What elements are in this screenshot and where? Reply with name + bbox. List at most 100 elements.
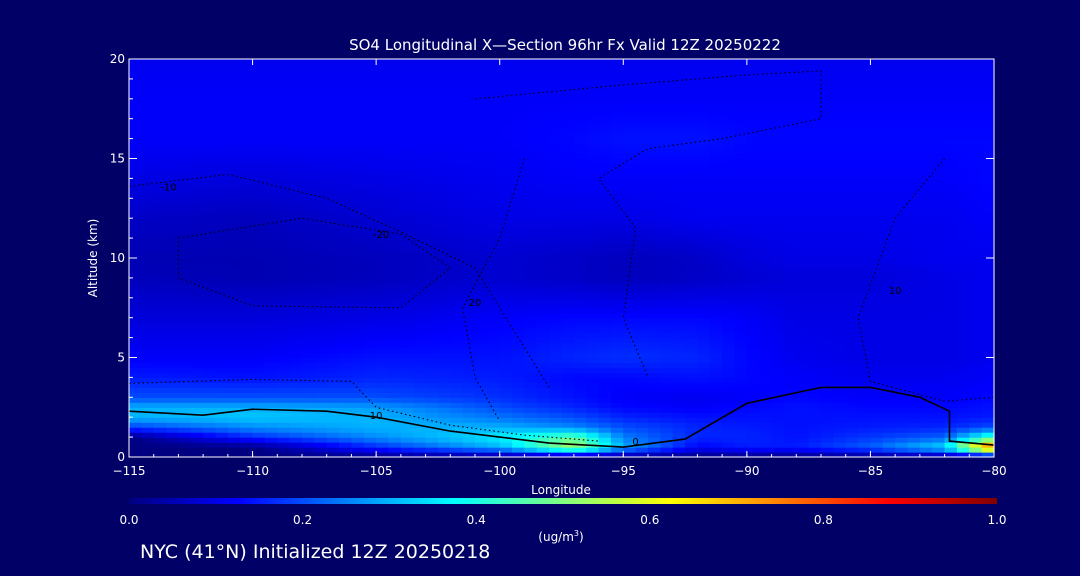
heatmap-cell xyxy=(512,287,526,294)
heatmap-cell xyxy=(919,118,933,125)
heatmap-cell xyxy=(400,337,414,344)
heatmap-cell xyxy=(709,352,723,359)
heatmap-cell xyxy=(153,327,167,334)
heatmap-cell xyxy=(413,98,427,105)
heatmap-cell xyxy=(289,392,303,398)
heatmap-cell xyxy=(598,282,612,289)
heatmap-cell xyxy=(907,163,921,170)
heatmap-cell xyxy=(573,362,587,369)
heatmap-cell xyxy=(623,218,637,224)
heatmap-cell xyxy=(648,118,661,125)
heatmap-cell xyxy=(264,397,278,403)
heatmap-cell xyxy=(289,382,303,388)
heatmap-cell xyxy=(610,118,624,125)
heatmap-cell xyxy=(783,138,797,145)
heatmap-cell xyxy=(227,262,241,269)
heatmap-cell xyxy=(351,208,365,214)
heatmap-cell xyxy=(376,148,390,155)
heatmap-cell xyxy=(314,327,328,334)
heatmap-cell xyxy=(302,447,315,453)
heatmap-cell xyxy=(437,347,451,354)
heatmap-cell xyxy=(672,143,686,150)
heatmap-cell xyxy=(524,362,538,369)
heatmap-cell xyxy=(944,158,958,165)
heatmap-cell xyxy=(709,148,723,155)
heatmap-cell xyxy=(561,337,575,344)
heatmap-cell xyxy=(549,208,563,214)
heatmap-cell xyxy=(450,272,464,279)
heatmap-cell xyxy=(462,407,476,413)
heatmap-cell xyxy=(956,412,970,418)
heatmap-cell xyxy=(215,183,229,189)
heatmap-cell xyxy=(190,422,204,428)
heatmap-cell xyxy=(413,452,427,458)
heatmap-cell xyxy=(536,327,550,334)
heatmap-cell xyxy=(302,392,315,398)
heatmap-cell xyxy=(339,267,353,274)
heatmap-cell xyxy=(561,103,575,110)
heatmap-cell xyxy=(549,317,563,324)
heatmap-cell xyxy=(326,282,340,289)
heatmap-cell xyxy=(623,422,637,428)
heatmap-cell xyxy=(623,253,637,259)
heatmap-cell xyxy=(660,118,674,125)
heatmap-cell xyxy=(858,208,872,214)
heatmap-cell xyxy=(685,153,699,160)
heatmap-cell xyxy=(672,342,686,349)
heatmap-cell xyxy=(215,437,229,443)
heatmap-cell xyxy=(722,228,736,234)
heatmap-cell xyxy=(722,203,736,209)
heatmap-cell xyxy=(277,422,291,428)
heatmap-cell xyxy=(944,228,958,234)
heatmap-cell xyxy=(289,198,303,204)
heatmap-cell xyxy=(549,238,563,244)
heatmap-cell xyxy=(870,387,884,393)
heatmap-cell xyxy=(919,377,933,383)
heatmap-cell xyxy=(215,297,229,304)
heatmap-cell xyxy=(326,213,340,219)
heatmap-cell xyxy=(462,253,476,259)
heatmap-cell xyxy=(215,248,229,254)
heatmap-cell xyxy=(882,153,896,160)
heatmap-cell xyxy=(796,362,810,369)
heatmap-cell xyxy=(746,233,760,239)
heatmap-cell xyxy=(302,337,315,344)
heatmap-cell xyxy=(635,133,649,140)
heatmap-cell xyxy=(314,272,328,279)
heatmap-cell xyxy=(598,382,612,388)
heatmap-cell xyxy=(635,427,649,433)
heatmap-cell xyxy=(215,173,229,180)
heatmap-cell xyxy=(623,133,637,140)
heatmap-cell xyxy=(252,153,266,160)
heatmap-cell xyxy=(240,402,254,408)
heatmap-cell xyxy=(462,168,476,175)
heatmap-cell xyxy=(536,163,550,170)
heatmap-cell xyxy=(808,188,822,194)
heatmap-cell xyxy=(771,128,785,135)
heatmap-cell xyxy=(264,342,278,349)
heatmap-cell xyxy=(796,113,810,120)
heatmap-cell xyxy=(252,357,266,364)
heatmap-cell xyxy=(932,352,946,359)
heatmap-cell xyxy=(623,277,637,284)
heatmap-cell xyxy=(821,432,834,438)
heatmap-cell xyxy=(956,173,970,180)
heatmap-cell xyxy=(685,148,699,155)
heatmap-cell xyxy=(845,357,859,364)
heatmap-cell xyxy=(203,422,217,428)
heatmap-cell xyxy=(660,432,674,438)
heatmap-cell xyxy=(178,103,192,110)
heatmap-cell xyxy=(190,243,204,249)
heatmap-cell xyxy=(919,223,933,229)
heatmap-cell xyxy=(821,427,834,433)
heatmap-cell xyxy=(203,103,217,110)
heatmap-cell xyxy=(363,203,377,209)
heatmap-cell xyxy=(178,377,192,383)
heatmap-cell xyxy=(363,223,377,229)
heatmap-cell xyxy=(672,243,686,249)
heatmap-cell xyxy=(635,312,649,319)
heatmap-cell xyxy=(264,243,278,249)
heatmap-cell xyxy=(907,208,921,214)
heatmap-cell xyxy=(648,332,661,339)
heatmap-cell xyxy=(746,143,760,150)
